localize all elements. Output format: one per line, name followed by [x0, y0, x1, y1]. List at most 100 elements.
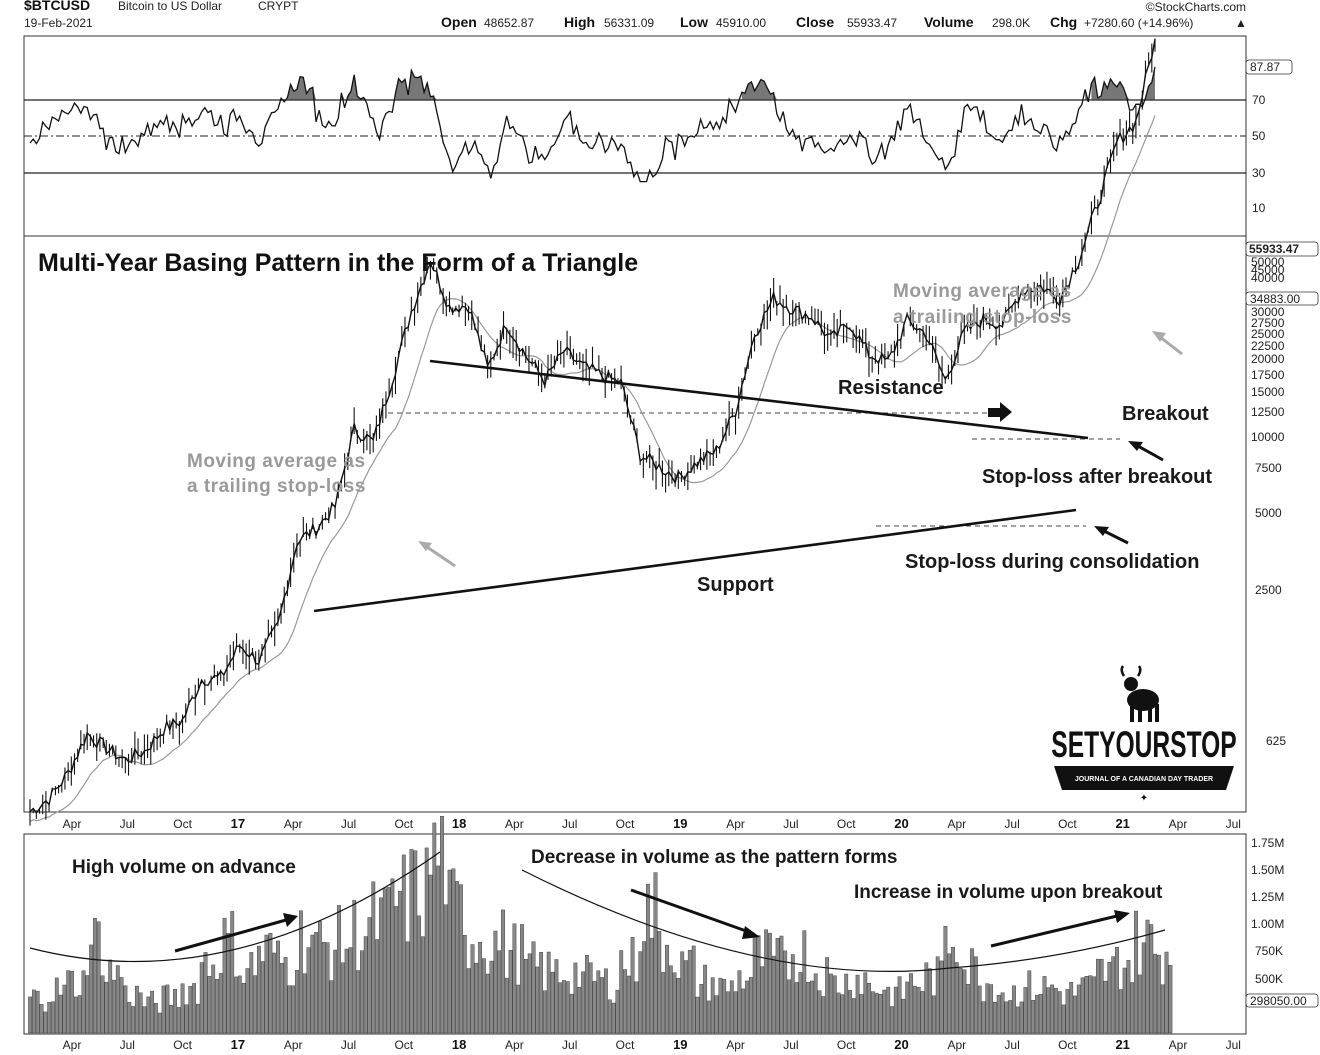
volume-bar	[497, 950, 502, 1034]
volume-bar	[1088, 975, 1093, 1034]
volume-bar	[443, 904, 448, 1034]
volume-bar	[1027, 970, 1032, 1034]
x-axis-bottom: Apr Jul Oct 17 Apr Jul Oct 18 Apr Jul Oct 19 Apr Jul O…	[63, 1037, 1241, 1052]
volume-bar	[199, 962, 204, 1034]
volume-bar	[283, 957, 288, 1034]
volume-bar	[291, 985, 296, 1034]
volume-bar	[1046, 987, 1051, 1034]
arrow-icon-stop-after	[1128, 441, 1164, 462]
volume-bar	[775, 938, 780, 1034]
volume-bar	[821, 996, 826, 1034]
volume-bar	[924, 962, 929, 1034]
logo-banner	[1054, 766, 1234, 790]
volume-bar	[634, 981, 639, 1034]
resistance-line	[429, 359, 1089, 440]
volume-bar	[382, 888, 387, 1034]
price-tick-5000: 5000	[1255, 506, 1282, 520]
volume-bar	[421, 936, 425, 1034]
stop-during-consolidation-label: Stop-loss during consolidation	[905, 551, 1199, 573]
volume-bar	[524, 959, 528, 1034]
volume-bar	[226, 933, 231, 1034]
volume-bar	[455, 881, 460, 1034]
volume-bar	[466, 968, 471, 1034]
volume-bar	[935, 956, 940, 1034]
x-tick-label: Jul	[562, 1038, 577, 1052]
volume-bar	[1168, 965, 1173, 1034]
volume-bar	[668, 965, 673, 1034]
volume-bar	[836, 992, 841, 1034]
x-tick-label: Jul	[120, 1038, 135, 1052]
volume-bar	[729, 980, 734, 1034]
volume-bar	[504, 977, 509, 1034]
rsi-panel: 87.87 70 50 30 10	[24, 59, 1293, 215]
x-tick-label: Jul	[341, 1038, 356, 1052]
volume-bar	[817, 990, 822, 1034]
volume-bar	[386, 887, 391, 1034]
volume-bar	[417, 915, 421, 1034]
x-tick-label: Apr	[947, 1038, 966, 1052]
volume-bar	[89, 944, 94, 1034]
volume-bar	[165, 984, 170, 1034]
ma-note-left-2: a trailing stop-loss	[187, 476, 366, 497]
volume-bar	[733, 991, 738, 1034]
volume-bar	[501, 909, 505, 1034]
volume-bar	[344, 948, 349, 1034]
x-tick-label: Apr	[1169, 817, 1188, 831]
breakout-label: Breakout	[1122, 403, 1209, 425]
volume-bar	[104, 981, 109, 1034]
volume-bar	[993, 1002, 997, 1034]
volume-bar	[1076, 984, 1081, 1034]
x-tick-label: Jul	[783, 1038, 798, 1052]
volume-bar	[527, 953, 532, 1034]
x-tick-label: Apr	[63, 1038, 82, 1052]
volume-bar	[35, 990, 40, 1034]
volume-bar	[684, 960, 688, 1034]
low-value: 45910.00	[716, 16, 766, 30]
volume-bar	[783, 950, 788, 1034]
volume-bar	[619, 950, 624, 1034]
rsi-current-value: 87.87	[1250, 60, 1280, 74]
volume-bar	[611, 1002, 616, 1034]
volume-bar	[1053, 988, 1058, 1034]
volume-bar	[565, 981, 570, 1034]
price-tick-20000: 20000	[1251, 352, 1285, 366]
volume-bar	[184, 1004, 189, 1034]
volume-bar	[459, 884, 463, 1034]
rsi-current-box	[1245, 59, 1293, 75]
volume-bar	[1141, 942, 1146, 1034]
x-tick-label: 20	[894, 1037, 908, 1052]
chart-date: 19-Feb-2021	[24, 16, 93, 30]
up-arrow-icon: ▲	[1235, 16, 1247, 30]
volume-bar	[333, 949, 338, 1034]
volume-bar	[302, 973, 307, 1034]
volume-bar	[710, 977, 715, 1034]
volume-bar	[577, 987, 582, 1034]
volume-bar	[874, 992, 879, 1034]
volume-bar	[1122, 967, 1127, 1034]
volume-bar	[588, 962, 593, 1034]
volume-bar	[638, 951, 643, 1034]
volume-bar	[1000, 992, 1005, 1034]
volume-bar	[371, 881, 376, 1034]
volume-bar	[695, 996, 700, 1034]
volume-bar	[176, 1007, 181, 1034]
volume-bar	[218, 973, 223, 1034]
volume-bar	[535, 966, 540, 1034]
price-tick-45000: 45000	[1251, 263, 1285, 277]
open-value: 48652.87	[484, 16, 534, 30]
volume-bar	[604, 968, 608, 1034]
volume-value: 298.0K	[992, 16, 1030, 30]
volume-bar	[722, 979, 727, 1034]
volume-bar	[337, 905, 341, 1034]
chart-title: Multi-Year Basing Pattern in the Form of…	[38, 249, 638, 277]
volume-bar	[188, 986, 193, 1034]
price-tick-50000: 50000	[1251, 255, 1285, 269]
volume-bar	[489, 960, 494, 1034]
volume-bar	[760, 966, 765, 1034]
volume-bar	[687, 950, 692, 1034]
volume-bar	[623, 969, 627, 1034]
x-tick-label: Apr	[947, 817, 966, 831]
volume-bar	[1118, 989, 1123, 1034]
price-panel-frame	[23, 235, 1247, 813]
volume-bar	[329, 980, 334, 1034]
